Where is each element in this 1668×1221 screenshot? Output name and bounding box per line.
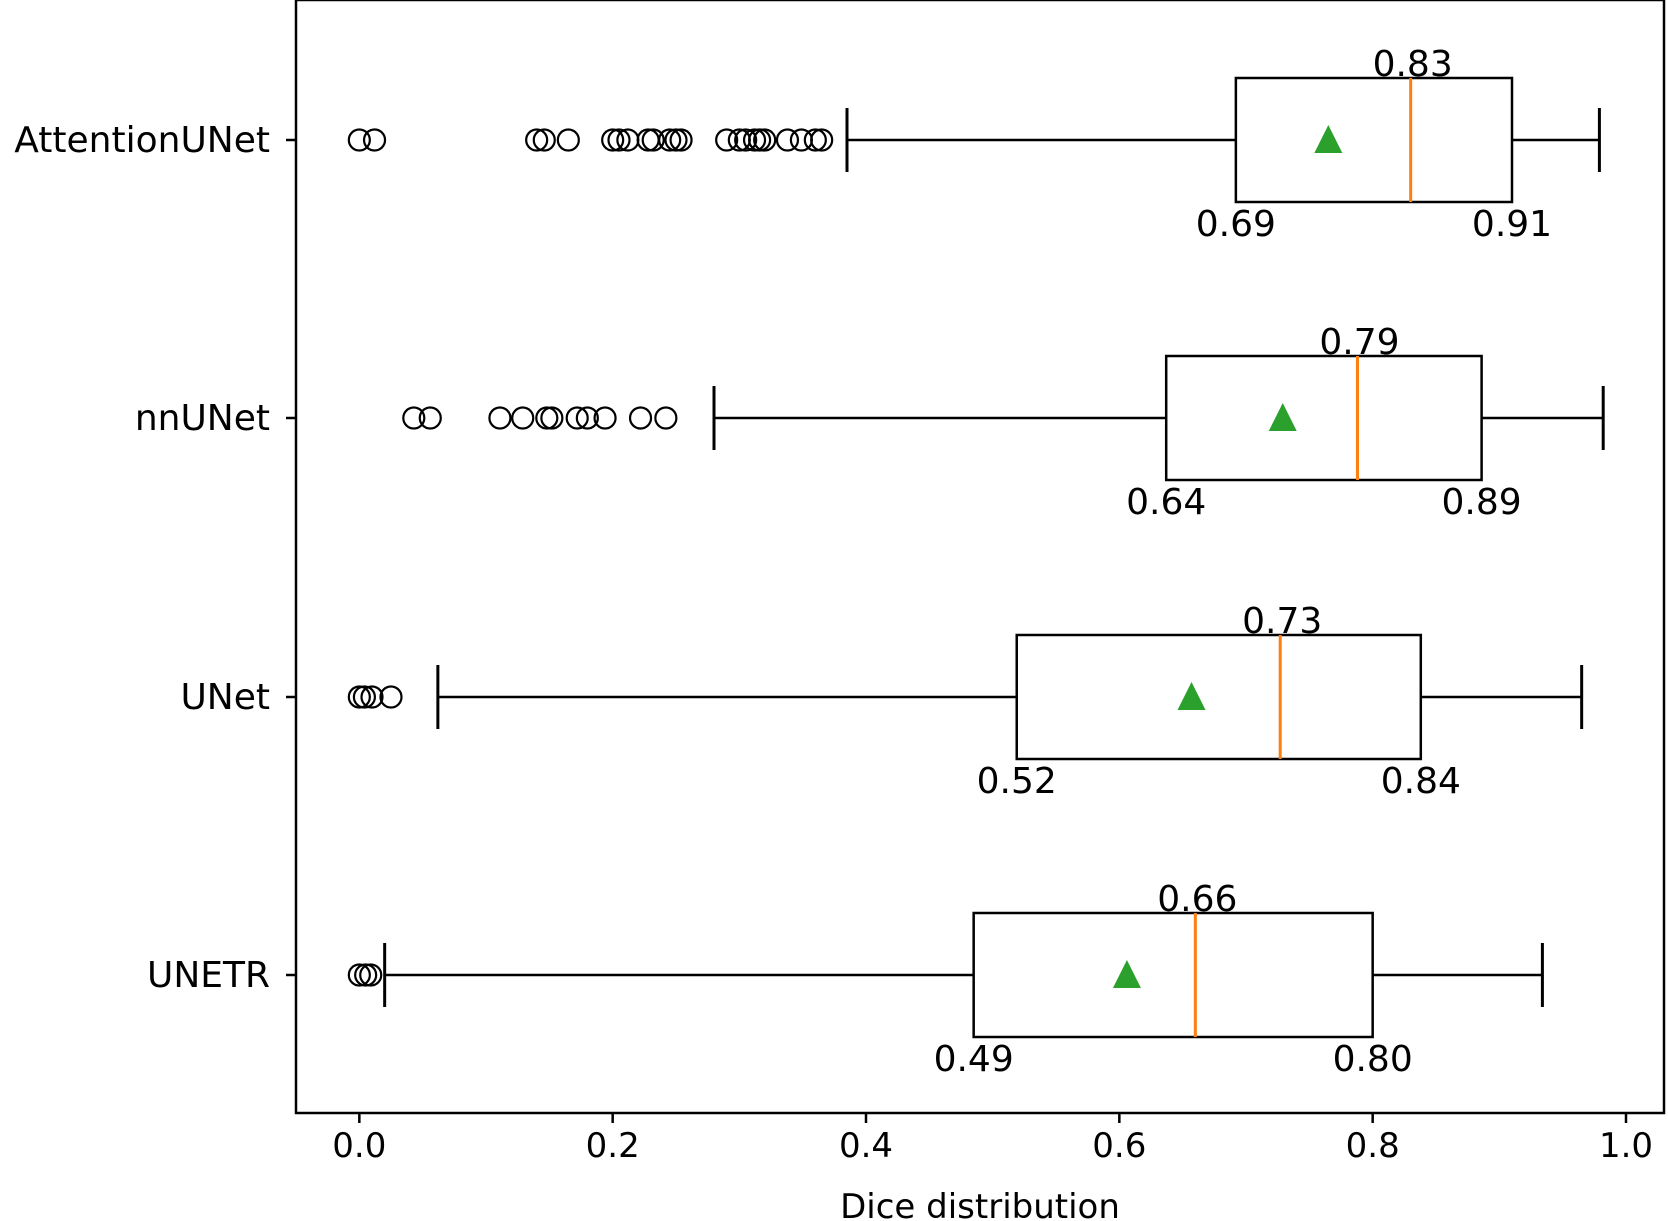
box-unet: 0.73 0.52 0.84: [347, 601, 1584, 802]
x-tick-label: 0.6: [1092, 1126, 1146, 1166]
box-attentionunet: 0.83 0.69 0.91: [347, 44, 1601, 245]
outlier-point: [607, 128, 631, 152]
category-label: UNet: [180, 677, 270, 718]
outlier-point: [753, 128, 777, 152]
category-label: AttentionUNet: [14, 120, 270, 161]
outlier-point: [347, 685, 371, 709]
q3-label: 0.80: [1333, 1039, 1413, 1080]
outlier-point: [379, 685, 403, 709]
outlier-point: [347, 128, 371, 152]
outlier-point: [535, 406, 559, 430]
outlier-point: [742, 128, 767, 152]
iqr-box: [972, 911, 1374, 1039]
outlier-point: [565, 406, 589, 430]
mean-marker: [1177, 682, 1206, 710]
q1-label: 0.49: [934, 1039, 1014, 1080]
box-unetr: 0.66 0.49 0.80: [347, 879, 1544, 1080]
outlier-point: [575, 406, 599, 430]
q3-label: 0.84: [1381, 761, 1461, 802]
x-tick-label: 0.2: [586, 1126, 640, 1166]
q1-label: 0.69: [1196, 204, 1276, 245]
outlier-point: [593, 406, 617, 430]
x-tick-label: 0.8: [1346, 1126, 1400, 1166]
category-label: UNETR: [147, 955, 270, 996]
outlier-point: [747, 128, 772, 152]
outlier-point: [556, 128, 580, 152]
mean-marker: [1112, 960, 1141, 988]
outlier-point: [715, 128, 739, 152]
outlier-point: [658, 128, 682, 152]
iqr-box: [1015, 633, 1423, 761]
outlier-point: [352, 685, 376, 709]
outlier-point: [540, 406, 564, 430]
outlier-point: [360, 685, 384, 709]
outlier-point: [664, 128, 688, 152]
x-tick-label: 0.4: [839, 1126, 893, 1166]
category-label: nnUNet: [135, 398, 270, 439]
outlier-point: [641, 128, 665, 152]
median-label: 0.73: [1242, 601, 1322, 642]
outlier-point: [654, 406, 678, 430]
median-label: 0.83: [1373, 44, 1453, 85]
outlier-point: [669, 128, 693, 152]
q1-label: 0.52: [977, 761, 1057, 802]
box-nnunet: 0.79 0.64 0.89: [402, 322, 1605, 523]
x-axis: 0.0 0.2 0.4 0.6 0.8 1.0: [332, 1113, 1653, 1166]
x-tick-label: 1.0: [1599, 1126, 1653, 1166]
outlier-point: [628, 406, 653, 430]
outlier-point: [488, 406, 512, 430]
outlier-point: [362, 128, 387, 152]
outlier-point: [525, 128, 549, 152]
q3-label: 0.91: [1472, 204, 1552, 245]
mean-marker: [1314, 125, 1343, 153]
box-series: 0.83 0.69 0.91 0.79 0.64 0.89 0.73 0.52 0.84 0.66…: [347, 44, 1605, 1080]
outlier-point: [775, 128, 800, 152]
mean-marker: [1268, 403, 1297, 431]
outlier-point: [532, 128, 556, 152]
median-label: 0.66: [1157, 879, 1237, 920]
outlier-point: [601, 128, 625, 152]
outlier-point: [347, 963, 371, 987]
y-axis: AttentionUNet nnUNet UNet UNETR: [14, 120, 296, 996]
x-tick-label: 0.0: [332, 1126, 386, 1166]
q3-label: 0.89: [1442, 482, 1522, 523]
outlier-point: [734, 128, 758, 152]
iqr-box: [1164, 354, 1483, 482]
q1-label: 0.64: [1126, 482, 1206, 523]
outlier-point: [511, 406, 535, 430]
outlier-point: [402, 406, 426, 430]
outlier-point: [810, 128, 834, 152]
outlier-point: [354, 963, 378, 987]
median-label: 0.79: [1319, 322, 1399, 363]
outlier-point: [803, 128, 827, 152]
outlier-point: [359, 963, 383, 987]
outlier-point: [418, 406, 442, 430]
iqr-box: [1234, 76, 1514, 204]
x-axis-label: Dice distribution: [840, 1187, 1120, 1221]
